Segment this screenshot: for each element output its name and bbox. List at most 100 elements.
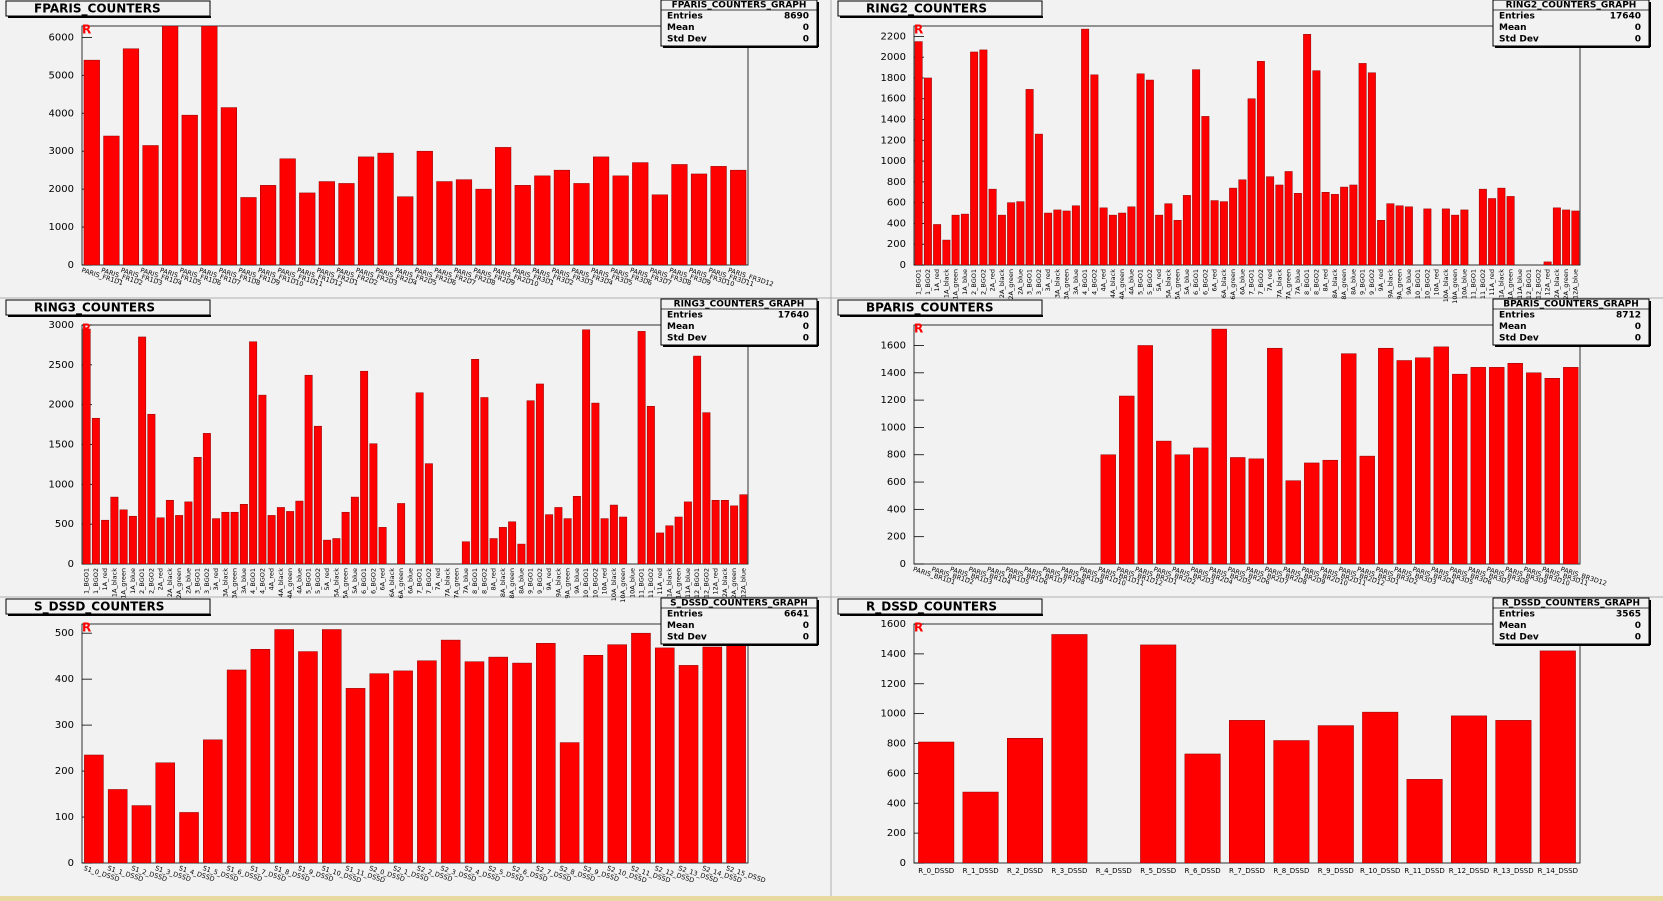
x-tick-label: 5_BGO2: [314, 568, 322, 594]
bar: [107, 789, 128, 863]
y-tick-label: 500: [55, 628, 74, 639]
x-tick-label: 3_BGO1: [194, 568, 202, 594]
bar: [619, 516, 628, 564]
x-tick-label: 2_BGO1: [138, 568, 146, 594]
x-tick-label: 10_BGO2: [591, 568, 599, 598]
bar: [1127, 206, 1136, 265]
x-tick-label: 10A_green: [619, 568, 627, 603]
y-tick-label: 400: [887, 798, 906, 809]
bar: [455, 179, 473, 265]
x-tick-label: 5A_green: [342, 568, 350, 599]
bar: [609, 504, 618, 564]
x-tick-label: R_9_DSSD: [1318, 867, 1354, 875]
bar: [591, 402, 600, 564]
bar: [600, 518, 609, 564]
bar: [279, 158, 296, 265]
x-tick-label: 8A_red: [1322, 269, 1330, 292]
x-tick-label: 9_BGO2: [1368, 269, 1376, 295]
x-tick-label: 7A_red: [434, 568, 442, 591]
bar: [1506, 196, 1515, 265]
x-tick-label: R_7_DSSD: [1229, 867, 1265, 875]
bar: [1441, 208, 1450, 265]
x-tick-label: 5_BGO1: [1137, 269, 1145, 295]
y-tick-label: 0: [900, 260, 906, 271]
x-tick-label: 11A_green: [675, 568, 683, 603]
y-tick-label: 2200: [881, 31, 906, 42]
x-tick-label: R_6_DSSD: [1185, 867, 1221, 875]
x-tick-label: 12A_black: [1553, 269, 1561, 302]
bar: [203, 739, 223, 863]
bar: [1140, 644, 1177, 863]
bar: [147, 413, 156, 564]
bar: [631, 632, 651, 863]
x-tick-label: 7A_blue: [462, 568, 470, 594]
bar: [313, 425, 322, 564]
panel: R_DSSD_COUNTERS 0 200 400 600 800 1000 1200 1400…: [837, 597, 1651, 875]
bar: [103, 135, 120, 265]
bar: [951, 214, 960, 265]
x-tick-label: 8A_black: [1331, 269, 1339, 298]
bar: [480, 397, 489, 564]
x-tick-label: 1A_green: [120, 568, 128, 599]
x-tick-label: 1A_red: [101, 568, 109, 591]
y-tick-label: 0: [900, 559, 906, 570]
x-tick-label: 6A_green: [1229, 269, 1237, 300]
bar: [128, 515, 137, 564]
x-tick-label: 3A_black: [1053, 269, 1061, 298]
x-tick-label: 12A_blue: [739, 568, 747, 598]
x-tick-label: 7A_black: [443, 568, 451, 597]
bar: [545, 514, 554, 564]
x-tick-label: R_1_DSSD: [963, 867, 999, 875]
bar: [360, 370, 369, 564]
bar: [553, 169, 570, 265]
bar: [646, 406, 655, 564]
panel: RING2_COUNTERS 0 200 400 600 800 1000 1200 1400 1…: [837, 0, 1651, 304]
x-tick-label: 5A_blue: [1183, 269, 1191, 295]
x-tick-label: 7A_blue: [1294, 269, 1302, 295]
y-tick-label: 200: [887, 532, 906, 543]
bar: [1415, 357, 1431, 564]
x-tick-label: 12_BGO2: [1534, 269, 1542, 299]
bar: [1470, 367, 1486, 564]
x-tick-label: 3A_red: [1044, 269, 1052, 292]
bar: [918, 741, 955, 863]
y-tick-label: 3000: [49, 146, 74, 157]
y-tick-label: 1600: [881, 619, 906, 630]
x-tick-label: 2A_red: [157, 568, 165, 591]
bar: [554, 507, 563, 564]
x-tick-label: 5A_blue: [351, 568, 359, 594]
bar: [593, 156, 610, 265]
bar: [690, 173, 708, 265]
panel: BPARIS_COUNTERS 0 200 400 600 800 1000 1200 1400…: [837, 298, 1651, 588]
bar: [1478, 188, 1487, 265]
bar: [378, 527, 387, 564]
y-tick-label: 1400: [881, 368, 906, 379]
x-tick-label: 9A_green: [564, 568, 572, 599]
bar: [1219, 201, 1228, 265]
x-tick-label: 10_BGO1: [582, 568, 590, 598]
y-tick-label: 200: [887, 828, 906, 839]
x-tick-label: 9A_red: [1377, 269, 1385, 292]
x-tick-label: R_3_DSSD: [1051, 867, 1087, 875]
bar: [923, 77, 932, 265]
bar: [583, 655, 604, 863]
bar: [1007, 202, 1016, 265]
bar: [1118, 212, 1127, 265]
bar: [1267, 347, 1283, 564]
x-tick-label: 10A_green: [1451, 269, 1459, 304]
bar: [1349, 184, 1358, 265]
x-tick-label: 7_BGO1: [1248, 269, 1256, 295]
x-tick-label: 2A_red: [989, 269, 997, 292]
stats-value: 0: [1635, 633, 1641, 643]
y-tick-label: 400: [55, 674, 74, 685]
x-tick-label: 4_BGO2: [258, 568, 266, 594]
y-tick-label: 800: [887, 177, 906, 188]
y-tick-label: 1200: [881, 135, 906, 146]
chart-title: RING2_COUNTERS: [866, 2, 987, 17]
bar: [142, 145, 159, 265]
bar: [612, 175, 629, 265]
bar: [1273, 740, 1310, 863]
x-tick-label: 1_BGO2: [92, 568, 100, 594]
x-tick-label: 5A_red: [1155, 269, 1163, 292]
stats-value: 0: [803, 35, 809, 45]
